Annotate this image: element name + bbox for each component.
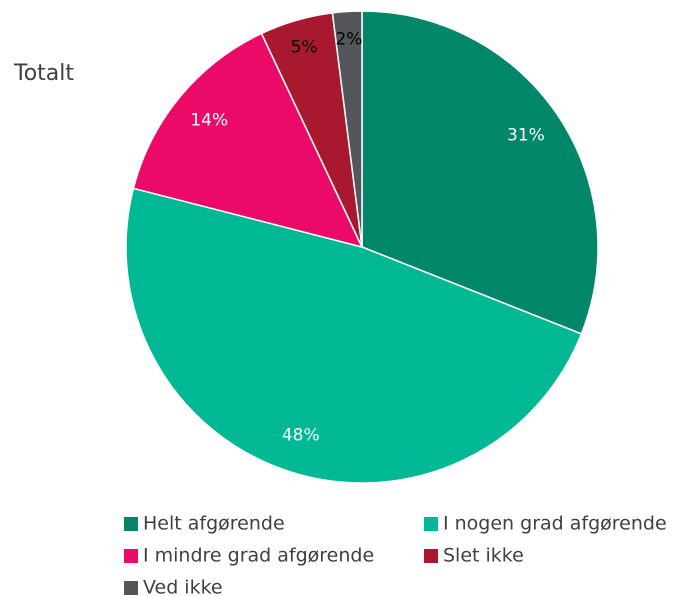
pie-slice xyxy=(361,10,599,335)
data-label: 48% xyxy=(282,426,320,446)
legend-swatch xyxy=(424,549,438,563)
data-label: 14% xyxy=(190,111,228,131)
legend-swatch xyxy=(124,549,138,563)
legend-label: I mindre grad afgørende xyxy=(143,545,374,567)
legend-label: I nogen grad afgørende xyxy=(443,513,667,535)
pie-slice xyxy=(125,187,583,484)
legend-label: Helt afgørende xyxy=(143,513,285,535)
pie-slice xyxy=(132,32,364,249)
legend-swatch xyxy=(424,517,438,531)
data-label: 5% xyxy=(291,38,318,58)
legend-swatch xyxy=(124,517,138,531)
data-label: 2% xyxy=(335,30,362,50)
data-label: 31% xyxy=(507,126,545,146)
legend-swatch xyxy=(124,581,138,595)
legend-label: Slet ikke xyxy=(443,545,524,567)
chart-title: Totalt xyxy=(13,61,74,86)
legend-label: Ved ikke xyxy=(143,577,223,596)
pie-slice xyxy=(331,10,363,248)
